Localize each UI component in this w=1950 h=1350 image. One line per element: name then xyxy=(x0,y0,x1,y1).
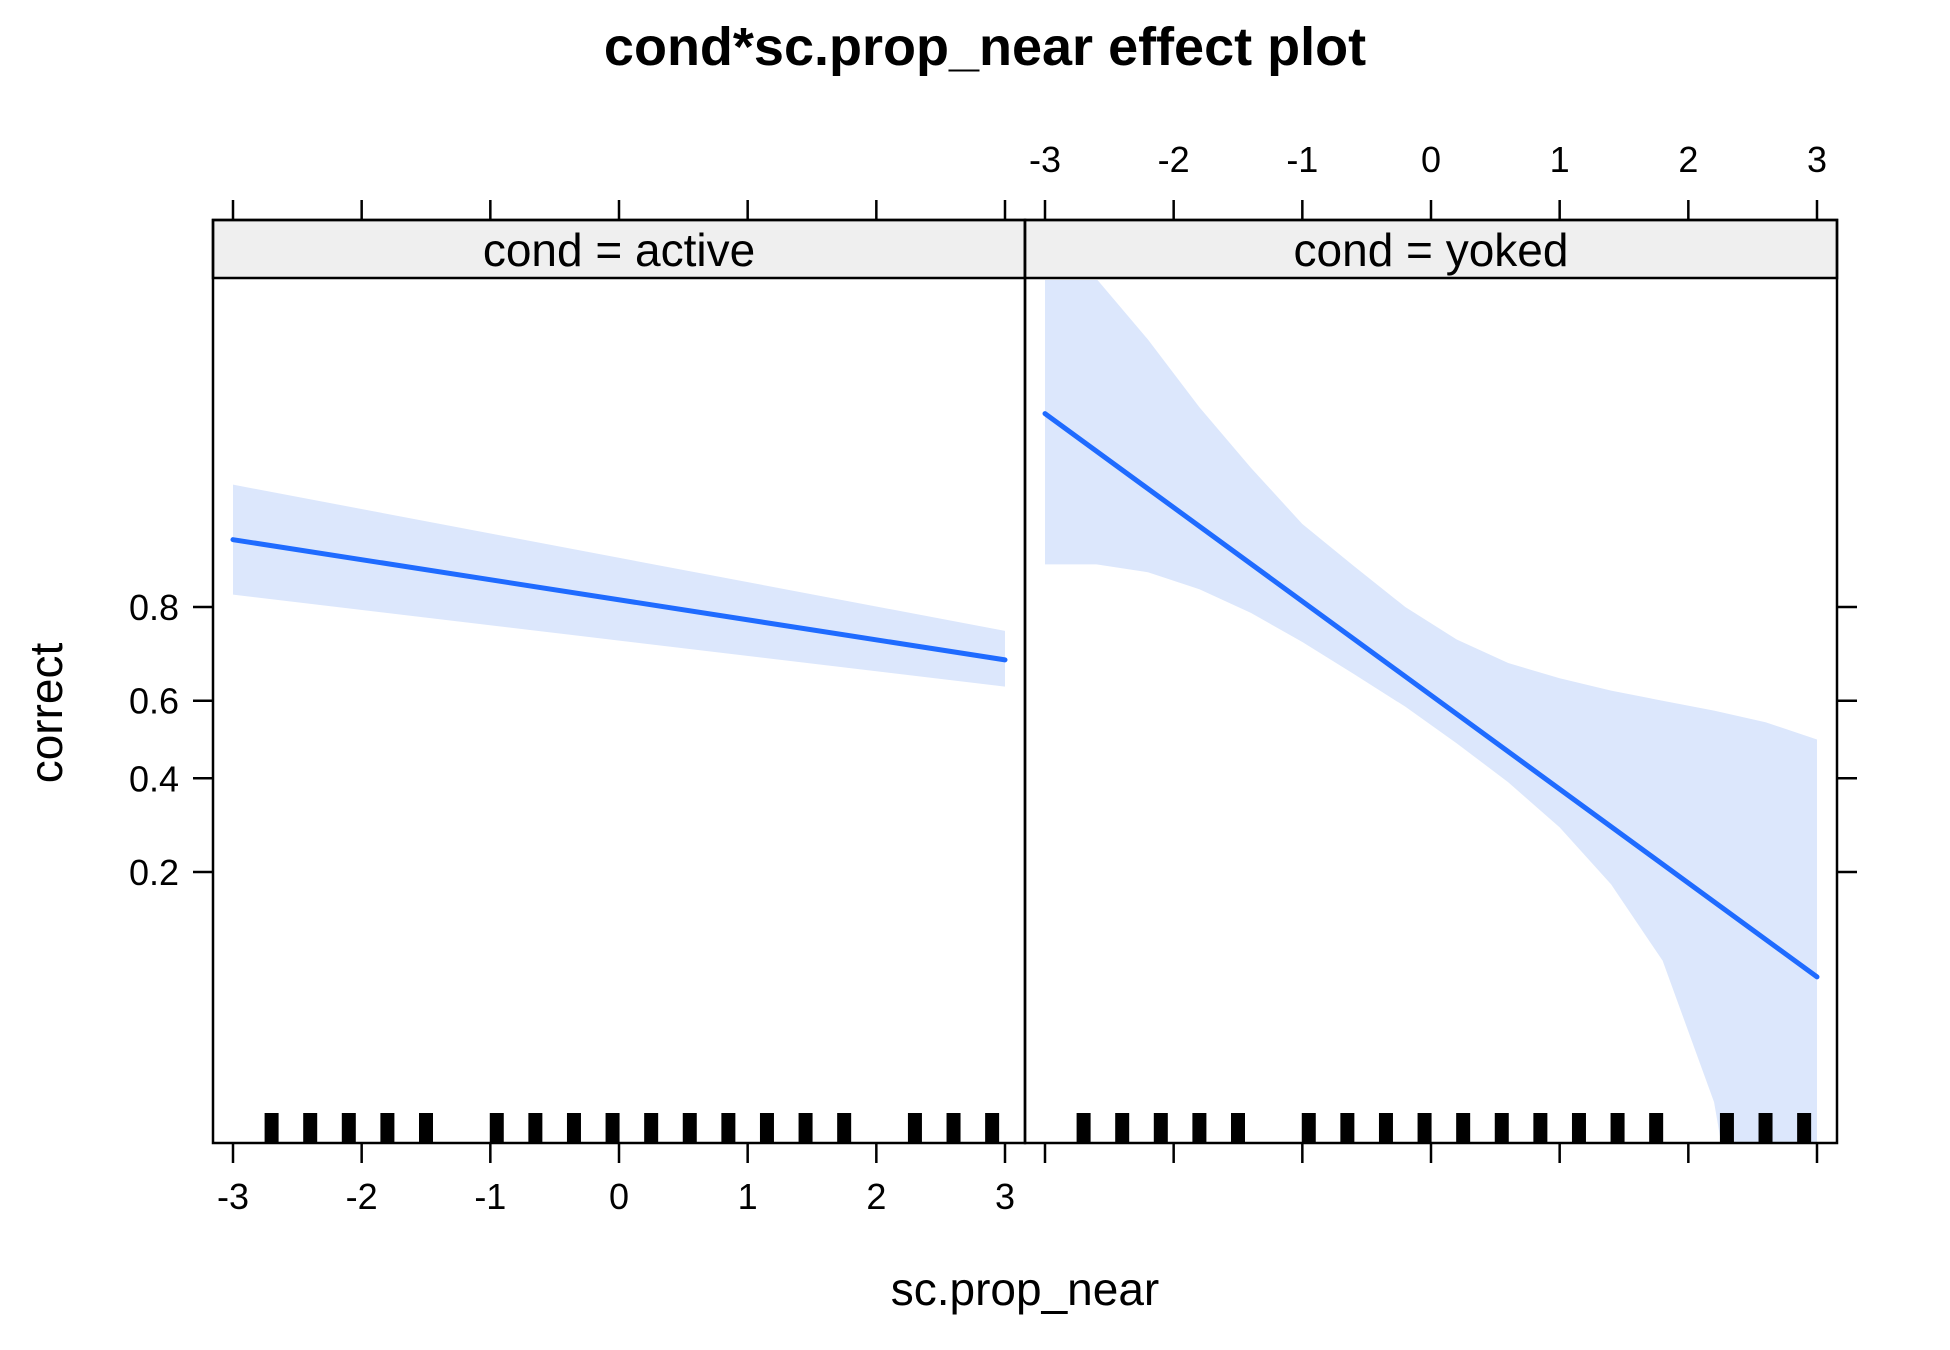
strip-label: cond = yoked xyxy=(1294,224,1569,276)
confidence-band xyxy=(1045,280,1817,1143)
panel-2: cond = yoked -3 -2 -1 0 1 2 3 xyxy=(1023,139,1857,1163)
x-tick-label: -2 xyxy=(346,1176,378,1217)
rug-mark xyxy=(721,1113,736,1143)
x-tick-label: 2 xyxy=(866,1176,886,1217)
x-tick-label: -2 xyxy=(1158,139,1190,180)
rug-mark xyxy=(264,1113,279,1143)
x-tick-label: 2 xyxy=(1678,139,1698,180)
rug-mark xyxy=(1494,1113,1509,1143)
confidence-band xyxy=(233,484,1005,687)
x-tick-label: -1 xyxy=(474,1176,506,1217)
y-tick-label: 0.2 xyxy=(129,852,179,893)
fitted-line xyxy=(1042,411,1820,980)
rug-mark xyxy=(1378,1113,1393,1143)
rug-mark xyxy=(341,1113,356,1143)
x-tick-label: 3 xyxy=(1807,139,1827,180)
rug-mark xyxy=(528,1113,543,1143)
rug-mark xyxy=(1417,1113,1432,1143)
rug-mark xyxy=(985,1113,1000,1143)
panel-border xyxy=(211,218,1027,1145)
strip-background xyxy=(1023,218,1839,280)
rug-mark xyxy=(1301,1113,1316,1143)
rug-mark xyxy=(380,1113,395,1143)
x-tick-label: -1 xyxy=(1286,139,1318,180)
x-tick-label: 0 xyxy=(1421,139,1441,180)
y-axis-label: correct xyxy=(20,642,72,783)
y-tick-label: 0.8 xyxy=(129,587,179,628)
rug-mark xyxy=(1231,1113,1245,1143)
x-tick-label: 3 xyxy=(995,1176,1015,1217)
rug-mark xyxy=(1649,1113,1664,1143)
rug-mark xyxy=(489,1113,504,1143)
rug-mark xyxy=(1758,1113,1773,1143)
fitted-line xyxy=(230,537,1008,663)
rug-marks xyxy=(1076,1113,1812,1143)
rug-mark xyxy=(798,1113,813,1143)
rug-mark xyxy=(946,1113,961,1143)
panels: cond = active-3 -2 -1 0 1 2 30.20.40.60.8cond … xyxy=(129,139,1857,1217)
y-tick-label: 0.4 xyxy=(129,758,179,799)
rug-mark xyxy=(566,1113,581,1143)
rug-mark xyxy=(1192,1113,1207,1143)
rug-mark xyxy=(605,1113,620,1143)
rug-mark xyxy=(1340,1113,1355,1143)
x-tick-label: -3 xyxy=(217,1176,249,1217)
rug-mark xyxy=(419,1113,433,1143)
rug-mark xyxy=(1533,1113,1548,1143)
rug-mark xyxy=(759,1113,774,1143)
rug-mark xyxy=(907,1113,922,1143)
strip-label: cond = active xyxy=(483,224,755,276)
rug-mark xyxy=(644,1113,659,1143)
rug-mark xyxy=(1456,1113,1471,1143)
rug-mark xyxy=(1076,1113,1091,1143)
y-tick-label: 0.6 xyxy=(129,681,179,722)
rug-mark xyxy=(1115,1113,1130,1143)
x-tick-label: 1 xyxy=(1550,139,1570,180)
x-axis-label: sc.prop_near xyxy=(891,1263,1160,1315)
x-tick-label: 0 xyxy=(609,1176,629,1217)
rug-mark xyxy=(1571,1113,1586,1143)
panel-1: cond = active -3 -2 -1 0 1 2 3 0.2 0.4 0.6 0.8 xyxy=(129,200,1027,1217)
rug-mark xyxy=(1797,1113,1812,1143)
rug-mark xyxy=(682,1113,697,1143)
rug-mark xyxy=(1610,1113,1625,1143)
rug-mark xyxy=(1719,1113,1734,1143)
rug-mark xyxy=(1153,1113,1168,1143)
rug-marks xyxy=(264,1113,1000,1143)
x-tick-label: -3 xyxy=(1029,139,1061,180)
x-tick-label: 1 xyxy=(738,1176,758,1217)
chart-title: cond*sc.prop_near effect plot xyxy=(604,17,1366,77)
rug-mark xyxy=(837,1113,852,1143)
rug-mark xyxy=(303,1113,318,1143)
